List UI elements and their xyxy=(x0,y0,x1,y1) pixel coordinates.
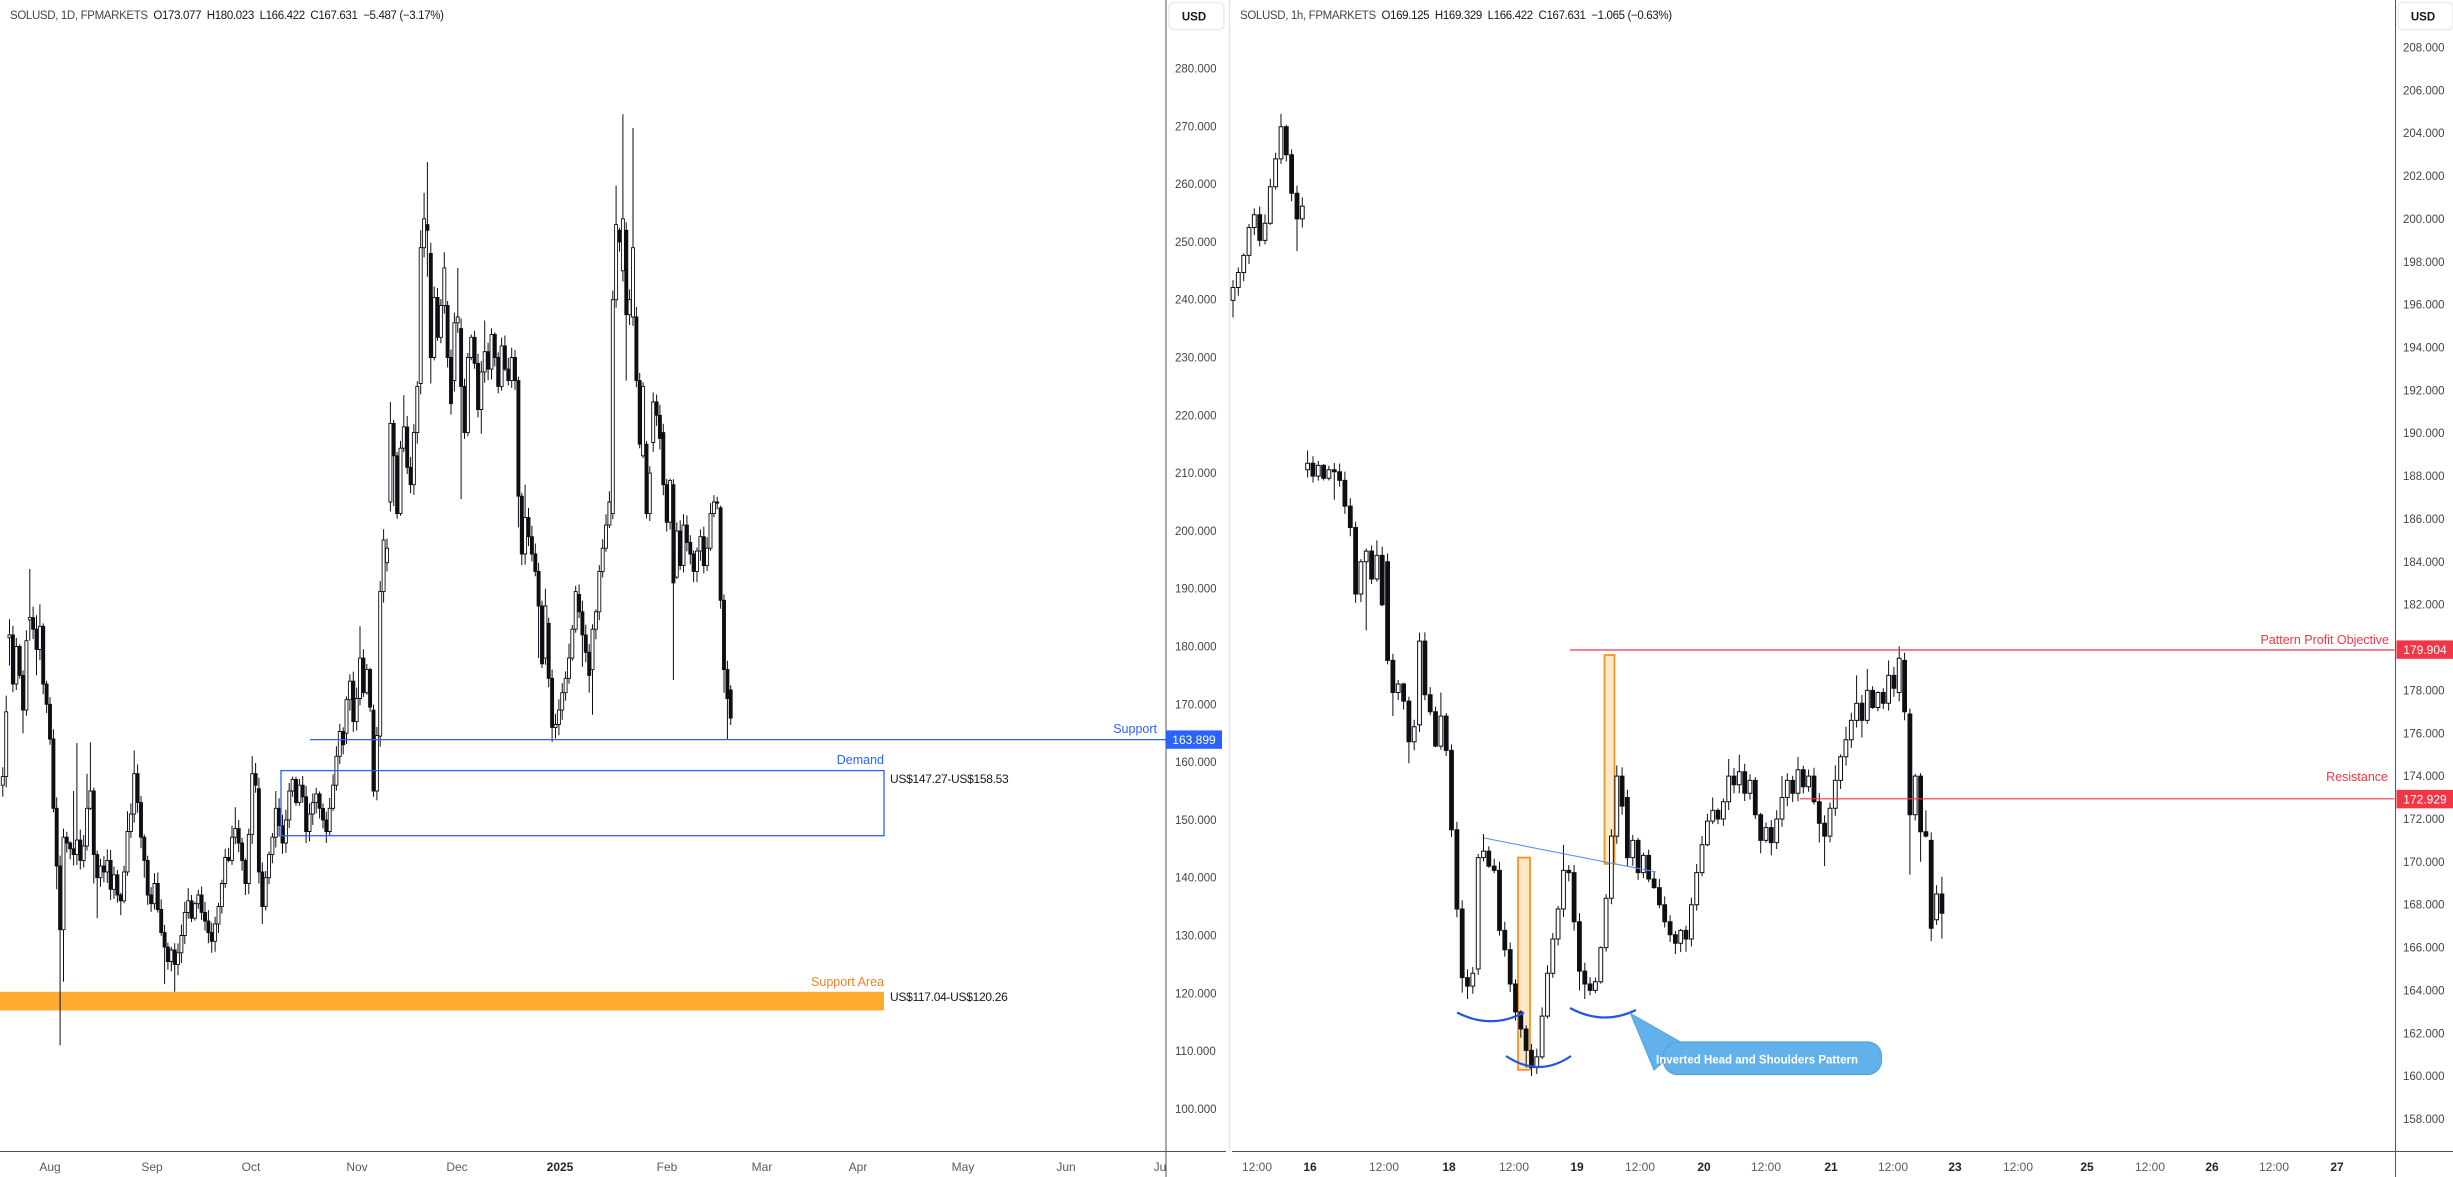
svg-text:120.000: 120.000 xyxy=(1175,988,1217,1000)
svg-text:12:00: 12:00 xyxy=(1878,1160,1908,1174)
svg-text:190.000: 190.000 xyxy=(2403,428,2445,440)
svg-text:208.000: 208.000 xyxy=(2403,43,2445,55)
svg-text:184.000: 184.000 xyxy=(2403,557,2445,569)
svg-text:12:00: 12:00 xyxy=(1242,1160,1272,1174)
svg-text:Oct: Oct xyxy=(242,1160,261,1174)
svg-text:182.000: 182.000 xyxy=(2403,600,2445,612)
svg-text:12:00: 12:00 xyxy=(1499,1160,1529,1174)
svg-text:174.000: 174.000 xyxy=(2403,771,2445,783)
svg-text:163.899: 163.899 xyxy=(1172,733,1216,747)
svg-text:Dec: Dec xyxy=(446,1160,467,1174)
svg-text:280.000: 280.000 xyxy=(1175,64,1217,76)
svg-text:12:00: 12:00 xyxy=(1369,1160,1399,1174)
svg-text:16: 16 xyxy=(1303,1160,1317,1174)
svg-text:202.000: 202.000 xyxy=(2403,171,2445,183)
svg-text:190.000: 190.000 xyxy=(1175,584,1217,596)
svg-text:198.000: 198.000 xyxy=(2403,257,2445,269)
svg-text:178.000: 178.000 xyxy=(2403,685,2445,697)
svg-text:192.000: 192.000 xyxy=(2403,385,2445,397)
svg-text:110.000: 110.000 xyxy=(1175,1046,1216,1058)
svg-text:12:00: 12:00 xyxy=(2135,1160,2165,1174)
svg-text:230.000: 230.000 xyxy=(1175,353,1217,365)
svg-text:240.000: 240.000 xyxy=(1175,295,1217,307)
svg-text:20: 20 xyxy=(1697,1160,1711,1174)
svg-text:2025: 2025 xyxy=(547,1160,574,1174)
svg-text:US$117.04-US$120.26: US$117.04-US$120.26 xyxy=(890,990,1008,1004)
svg-text:SOLUSD, 1h, FPMARKETS O169.12: SOLUSD, 1h, FPMARKETS O169.125 H169.329 … xyxy=(1240,10,1672,22)
svg-text:186.000: 186.000 xyxy=(2403,514,2445,526)
svg-text:206.000: 206.000 xyxy=(2403,85,2445,97)
svg-text:164.000: 164.000 xyxy=(2403,985,2445,997)
svg-text:Feb: Feb xyxy=(657,1160,678,1174)
svg-text:Mar: Mar xyxy=(752,1160,773,1174)
svg-text:Support Area: Support Area xyxy=(811,975,884,989)
svg-text:204.000: 204.000 xyxy=(2403,128,2445,140)
svg-text:Pattern Profit Objective: Pattern Profit Objective xyxy=(2260,633,2389,647)
svg-text:130.000: 130.000 xyxy=(1175,931,1217,943)
svg-text:220.000: 220.000 xyxy=(1175,410,1217,422)
svg-text:166.000: 166.000 xyxy=(2403,943,2445,955)
svg-text:160.000: 160.000 xyxy=(2403,1071,2445,1083)
svg-text:100.000: 100.000 xyxy=(1175,1104,1217,1116)
svg-text:200.000: 200.000 xyxy=(1175,526,1217,538)
svg-text:250.000: 250.000 xyxy=(1175,237,1217,249)
svg-text:160.000: 160.000 xyxy=(1175,757,1217,769)
svg-text:USD: USD xyxy=(1182,12,1206,24)
svg-text:Resistance: Resistance xyxy=(2326,770,2388,784)
svg-text:Jun: Jun xyxy=(1056,1160,1075,1174)
svg-text:Support: Support xyxy=(1113,722,1157,736)
svg-text:27: 27 xyxy=(2330,1160,2344,1174)
svg-text:USD: USD xyxy=(2411,12,2435,24)
svg-text:172.000: 172.000 xyxy=(2403,814,2445,826)
svg-text:172.929: 172.929 xyxy=(2403,792,2447,806)
svg-text:210.000: 210.000 xyxy=(1175,468,1217,480)
svg-text:179.904: 179.904 xyxy=(2403,643,2447,657)
svg-text:188.000: 188.000 xyxy=(2403,471,2445,483)
svg-text:Inverted Head and Shoulders Pa: Inverted Head and Shoulders Pattern xyxy=(1656,1055,1858,1067)
svg-text:Nov: Nov xyxy=(346,1160,367,1174)
svg-text:26: 26 xyxy=(2205,1160,2219,1174)
svg-text:150.000: 150.000 xyxy=(1175,815,1217,827)
svg-text:Aug: Aug xyxy=(39,1160,60,1174)
svg-text:196.000: 196.000 xyxy=(2403,300,2445,312)
svg-text:21: 21 xyxy=(1824,1160,1838,1174)
svg-text:May: May xyxy=(952,1160,975,1174)
svg-text:194.000: 194.000 xyxy=(2403,343,2445,355)
svg-text:170.000: 170.000 xyxy=(2403,857,2445,869)
svg-text:162.000: 162.000 xyxy=(2403,1028,2445,1040)
svg-text:US$147.27-US$158.53: US$147.27-US$158.53 xyxy=(890,772,1009,786)
svg-text:12:00: 12:00 xyxy=(2003,1160,2033,1174)
svg-text:12:00: 12:00 xyxy=(1751,1160,1781,1174)
svg-text:158.000: 158.000 xyxy=(2403,1114,2445,1126)
svg-text:25: 25 xyxy=(2080,1160,2094,1174)
svg-text:168.000: 168.000 xyxy=(2403,900,2445,912)
svg-text:Ju: Ju xyxy=(1154,1160,1167,1174)
svg-text:Sep: Sep xyxy=(141,1160,163,1174)
svg-text:12:00: 12:00 xyxy=(1625,1160,1655,1174)
svg-text:Apr: Apr xyxy=(849,1160,868,1174)
svg-text:176.000: 176.000 xyxy=(2403,728,2445,740)
svg-text:SOLUSD, 1D, FPMARKETS O173.07: SOLUSD, 1D, FPMARKETS O173.077 H180.023 … xyxy=(10,10,444,22)
svg-text:12:00: 12:00 xyxy=(2259,1160,2289,1174)
svg-text:19: 19 xyxy=(1570,1160,1584,1174)
svg-text:140.000: 140.000 xyxy=(1175,873,1217,885)
svg-text:180.000: 180.000 xyxy=(1175,642,1217,654)
svg-text:170.000: 170.000 xyxy=(1175,699,1217,711)
svg-text:Demand: Demand xyxy=(837,753,884,767)
svg-text:23: 23 xyxy=(1948,1160,1962,1174)
svg-text:18: 18 xyxy=(1442,1160,1456,1174)
svg-text:270.000: 270.000 xyxy=(1175,121,1217,133)
svg-text:260.000: 260.000 xyxy=(1175,179,1217,191)
svg-text:200.000: 200.000 xyxy=(2403,214,2445,226)
